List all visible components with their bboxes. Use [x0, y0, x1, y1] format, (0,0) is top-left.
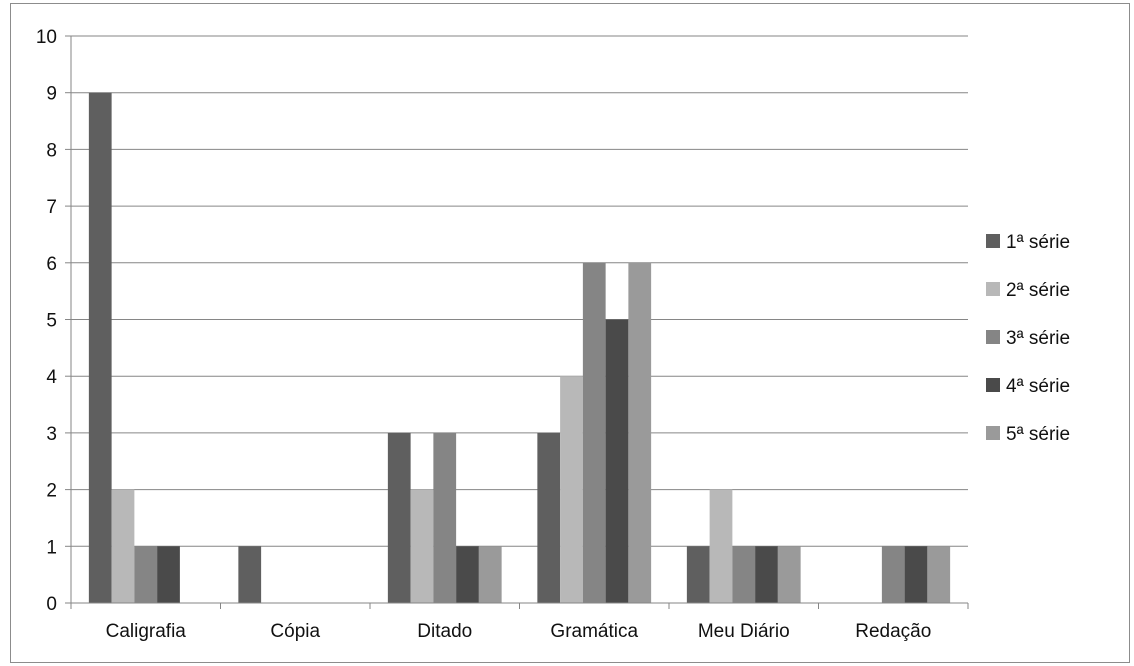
legend-label: 1ª série [1006, 232, 1070, 253]
bar [560, 376, 583, 603]
bar [456, 546, 479, 603]
bar [777, 546, 801, 603]
y-tick-label: 10 [36, 27, 57, 48]
bar [686, 546, 710, 603]
bar [755, 546, 778, 603]
bar [537, 432, 561, 603]
bars [88, 92, 951, 603]
bar [433, 432, 457, 603]
y-tick-label: 0 [46, 594, 57, 615]
y-tick-label: 6 [46, 254, 57, 275]
y-tick-label: 4 [46, 367, 57, 388]
x-tick-label: Ditado [417, 621, 472, 642]
bar [478, 546, 502, 603]
legend-label: 5ª série [1006, 424, 1070, 445]
bar [582, 262, 606, 603]
legend-swatch [986, 378, 1000, 392]
y-tick-labels: 0 1 2 3 4 5 6 7 8 9 10 [36, 27, 58, 615]
bar [904, 546, 928, 603]
y-tick-label: 9 [46, 84, 57, 105]
y-tick-label: 5 [46, 311, 57, 332]
bar [605, 319, 629, 603]
legend-swatch [986, 282, 1000, 296]
x-tick-label: Gramática [550, 621, 638, 642]
bar [88, 92, 112, 603]
gridlines [71, 35, 968, 547]
bar [387, 432, 411, 603]
legend-swatch [986, 426, 1000, 440]
bar [628, 262, 652, 603]
x-tick-label: Redação [855, 621, 931, 642]
bar [927, 546, 951, 603]
y-tick-label: 7 [46, 197, 57, 218]
legend-swatch [986, 330, 1000, 344]
legend-label: 3ª série [1006, 328, 1070, 349]
bar [134, 546, 158, 603]
bar [157, 546, 180, 603]
y-tick-label: 3 [46, 424, 57, 445]
bar [709, 489, 733, 603]
legend: 1ª série 2ª série 3ª série 4ª série 5ª série [986, 232, 1070, 445]
bar [410, 489, 434, 603]
legend-label: 2ª série [1006, 280, 1070, 301]
x-tick-labels: Caligrafia Cópia Ditado Gramática Meu Diário… [106, 621, 932, 642]
bar [238, 546, 262, 603]
y-tick-label: 1 [46, 537, 57, 558]
x-tick-label: Caligrafia [106, 621, 187, 642]
x-tick-label: Meu Diário [698, 621, 790, 642]
bar [732, 546, 756, 603]
bar [881, 546, 905, 603]
y-tick-label: 8 [46, 140, 57, 161]
x-tick-label: Cópia [270, 621, 320, 642]
bar [111, 489, 135, 603]
y-tick-label: 2 [46, 481, 57, 502]
legend-label: 4ª série [1006, 376, 1070, 397]
legend-swatch [986, 234, 1000, 248]
axes [65, 35, 969, 609]
